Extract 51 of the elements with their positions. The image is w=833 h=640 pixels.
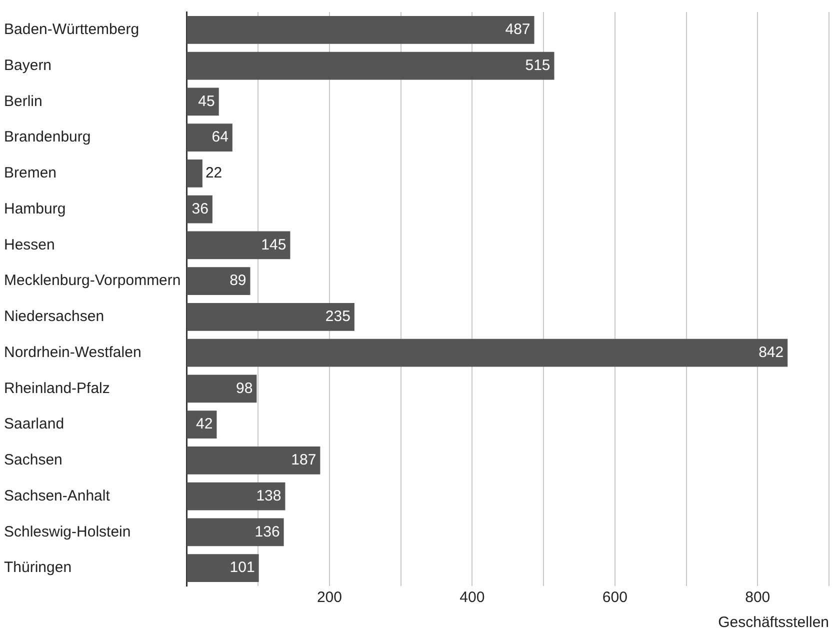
data-label: 45 [198,92,215,110]
bar [186,267,250,296]
data-label: 101 [230,559,255,576]
data-label: 138 [256,487,282,504]
data-label: 187 [291,452,316,469]
y-tick-label: Berlin [4,92,42,110]
x-tick-label: 600 [602,589,628,606]
bar [186,554,259,582]
y-tick-label: Brandenburg [4,128,91,146]
y-tick-label: Niedersachsen [4,308,104,326]
data-label: 487 [505,21,530,38]
bar [186,482,286,510]
data-label: 89 [230,272,246,290]
y-tick-label: Bremen [4,164,57,182]
data-label: 64 [212,128,228,146]
y-tick-label: Hamburg [4,200,66,218]
bar [186,518,284,546]
data-label: 98 [236,380,253,397]
data-label: 136 [254,523,280,540]
bar [186,16,534,44]
y-tick-label: Sachsen [4,452,62,469]
data-label: 842 [758,344,784,361]
bar [186,52,554,80]
y-tick-label: Hessen [4,236,55,254]
data-label: 145 [261,236,286,254]
y-tick-label: Saarland [4,416,64,433]
x-axis-title: Geschäftsstellen [718,614,829,632]
bar [186,374,257,403]
y-tick-label: Mecklenburg-Vorpommern [4,272,181,290]
bar [186,88,219,116]
x-tick-label: 400 [460,589,485,606]
y-tick-label: Baden-Württemberg [4,21,140,38]
y-tick-label: Schleswig-Holstein [4,523,131,540]
y-tick-label: Thüringen [4,559,72,576]
bar [186,302,354,331]
bar [186,124,232,152]
data-label: 36 [192,200,208,218]
data-label: 515 [525,56,550,74]
x-tick-label: 200 [316,589,342,606]
bar [186,338,788,367]
data-label: 22 [205,164,222,182]
data-label: 42 [196,416,213,433]
bar [186,159,202,188]
y-tick-label: Rheinland-Pfalz [4,380,110,397]
x-tick-label: 800 [745,589,770,606]
bar [186,446,320,474]
y-tick-label: Nordrhein-Westfalen [4,344,142,361]
data-label: 235 [325,308,350,326]
bar [186,231,290,260]
y-tick-label: Bayern [4,56,52,74]
y-tick-label: Sachsen-Anhalt [4,487,111,504]
